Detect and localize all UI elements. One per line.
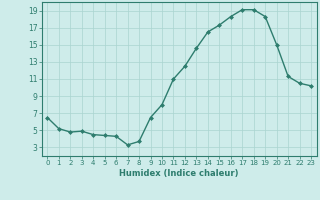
X-axis label: Humidex (Indice chaleur): Humidex (Indice chaleur)	[119, 169, 239, 178]
